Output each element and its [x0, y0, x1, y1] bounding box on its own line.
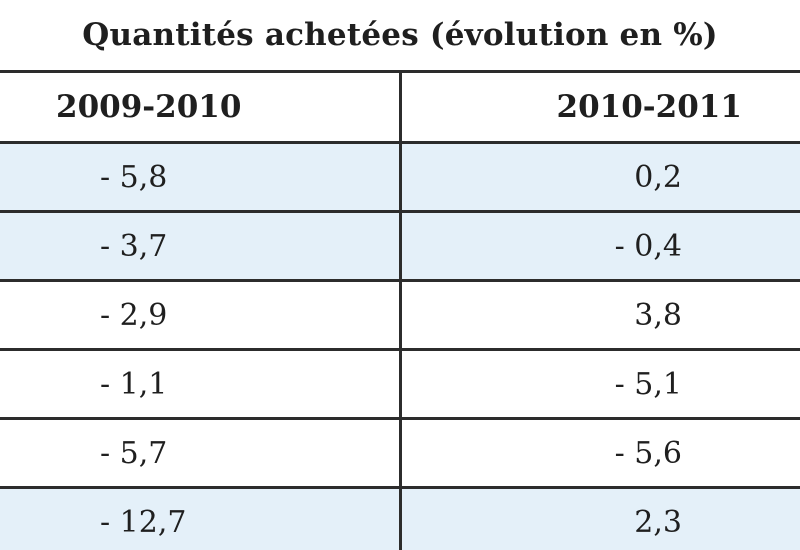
table-row: - 1,1 - 5,1 [0, 349, 800, 420]
table-body: - 5,8 0,2 - 3,7 - 0,4 - 2,9 3,8 - 1,1 - … [0, 142, 800, 550]
cell-2009-2010: - 5,8 [0, 142, 402, 213]
cell-2010-2011: - 5,1 [400, 349, 800, 420]
cell-2010-2011: 3,8 [400, 280, 800, 351]
cell-2009-2010: - 12,7 [0, 487, 402, 550]
cell-2009-2010: - 1,1 [0, 349, 402, 420]
cell-2010-2011: 2,3 [400, 487, 800, 550]
table-row: - 2,9 3,8 [0, 280, 800, 351]
cell-2009-2010: - 2,9 [0, 280, 402, 351]
table-title: Quantités achetées (évolution en %) [0, 0, 800, 73]
table-row: - 12,7 2,3 [0, 487, 800, 550]
cell-2009-2010: - 5,7 [0, 418, 402, 489]
column-header-2010-2011: 2010-2011 [400, 71, 800, 144]
header-row: 2009-2010 2010-2011 [0, 71, 800, 144]
cell-2010-2011: - 5,6 [400, 418, 800, 489]
table-row: - 5,7 - 5,6 [0, 418, 800, 489]
cell-2010-2011: - 0,4 [400, 211, 800, 282]
column-header-2009-2010: 2009-2010 [0, 71, 402, 144]
title-row: Quantités achetées (évolution en %) [0, 0, 800, 73]
cell-2010-2011: 0,2 [400, 142, 800, 213]
table-row: - 3,7 - 0,4 [0, 211, 800, 282]
table-row: - 5,8 0,2 [0, 142, 800, 213]
cell-2009-2010: - 3,7 [0, 211, 402, 282]
